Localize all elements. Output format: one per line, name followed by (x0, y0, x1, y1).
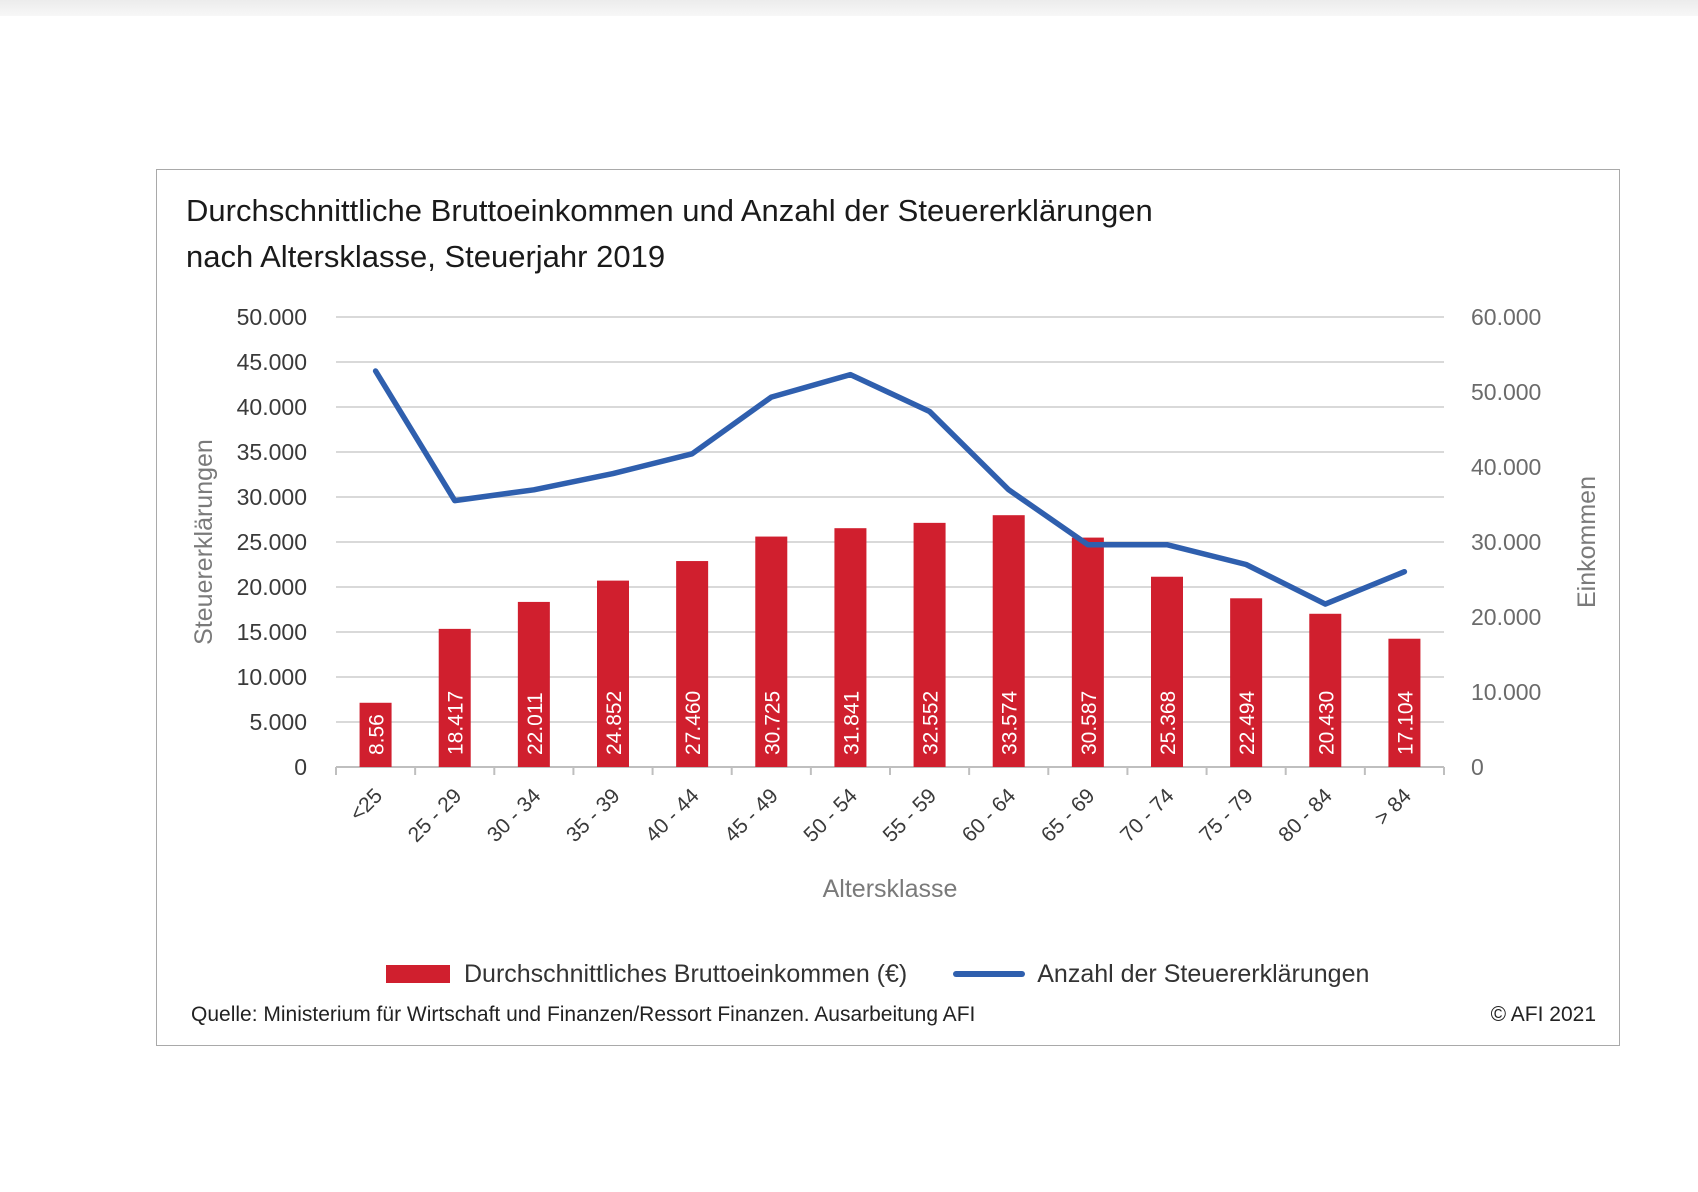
bar (1388, 638, 1421, 767)
x-axis-title: Altersklasse (823, 875, 958, 903)
chart-legend: Durchschnittliches Bruttoeinkommen (€) A… (386, 956, 1369, 992)
x-axis-category-label: 30 - 34 (483, 784, 546, 847)
bar-data-label: 30.587 (1078, 691, 1101, 755)
legend-line-swatch (953, 971, 1026, 977)
left-axis-tick: 10.000 (237, 664, 307, 690)
line-series (372, 368, 1408, 607)
x-axis-category-label: 75 - 79 (1195, 784, 1258, 847)
bar (597, 580, 629, 767)
right-axis-tick: 20.000 (1471, 604, 1541, 630)
chart-frame (156, 169, 1620, 1046)
x-axis-category-label: 70 - 74 (1116, 784, 1179, 847)
x-axis-category-label: 50 - 54 (799, 784, 862, 847)
x-axis-category-label: 35 - 39 (562, 784, 625, 847)
right-axis-tick: 40.000 (1471, 454, 1541, 480)
right-axis-tick: 50.000 (1471, 379, 1541, 405)
source-note: Quelle: Ministerium für Wirtschaft und F… (191, 1003, 976, 1026)
bar-data-label: 24.852 (603, 691, 626, 755)
left-axis-tick: 15.000 (237, 619, 307, 645)
bar (359, 702, 392, 767)
x-axis-category-label: 80 - 84 (1274, 784, 1337, 847)
bar (755, 536, 788, 767)
left-axis-title: Steuererklärungen (190, 439, 218, 645)
left-axis-tick: 50.000 (237, 304, 307, 330)
left-axis-tick: 45.000 (237, 349, 307, 375)
x-axis-category-label: > 84 (1370, 784, 1416, 830)
bar (1309, 613, 1342, 767)
right-axis-title: Einkommen (1573, 476, 1601, 608)
x-axis-category-label: <25 (346, 784, 387, 825)
legend-line-label: Anzahl der Steuererklärungen (1037, 959, 1370, 988)
chart-title: Durchschnittliche Bruttoeinkommen und An… (186, 188, 1386, 280)
copyright-note: © AFI 2021 (1490, 1003, 1596, 1026)
bar-data-label: 31.841 (840, 691, 863, 755)
bar (992, 515, 1025, 767)
bar-data-label: 27.460 (682, 691, 705, 755)
bar (1071, 537, 1104, 767)
right-axis-tick: 0 (1471, 754, 1484, 780)
bar-data-label: 22.011 (524, 692, 547, 755)
bar (676, 561, 709, 767)
bar (913, 522, 946, 767)
bar-data-label: 30.725 (761, 691, 784, 755)
right-axis-tick: 30.000 (1471, 529, 1541, 555)
left-axis-tick: 35.000 (237, 439, 307, 465)
left-axis-tick: 20.000 (237, 574, 307, 600)
x-axis-category-label: 65 - 69 (1037, 784, 1100, 847)
left-axis-tick: 30.000 (237, 484, 307, 510)
x-axis-category-label: 45 - 49 (720, 784, 783, 847)
legend-bar-label: Durchschnittliches Bruttoeinkommen (€) (464, 959, 908, 988)
left-axis-tick: 5.000 (249, 709, 307, 735)
x-axis-category-label: 60 - 64 (958, 784, 1021, 847)
bar-data-label: 25.368 (1157, 691, 1180, 755)
left-axis-tick: 40.000 (237, 394, 307, 420)
bar (1151, 576, 1183, 767)
bar-data-label: 8.56 (366, 714, 389, 755)
window-top-strip (0, 0, 1698, 16)
legend-bar-swatch (386, 965, 450, 983)
bar-data-label: 18.417 (445, 691, 468, 755)
bar-data-label: 17.104 (1394, 690, 1417, 755)
bar-data-label: 22.494 (1236, 690, 1259, 755)
chart-title-line-2: nach Altersklasse, Steuerjahr 2019 (186, 239, 666, 274)
bar-data-label: 32.552 (920, 691, 943, 755)
bar-data-label: 20.430 (1315, 691, 1338, 755)
x-axis-category-label: 25 - 29 (404, 784, 467, 847)
x-axis-category-label: 40 - 44 (641, 784, 704, 847)
bar (834, 528, 867, 767)
bar (438, 628, 471, 767)
bar (1230, 598, 1263, 767)
left-axis-tick: 25.000 (237, 529, 307, 555)
x-axis-category-label: 55 - 59 (879, 784, 942, 847)
right-axis-tick: 60.000 (1471, 304, 1541, 330)
bar (517, 601, 550, 767)
right-axis-tick: 10.000 (1471, 679, 1541, 705)
left-axis-tick: 0 (294, 754, 307, 780)
bar-data-label: 33.574 (999, 690, 1022, 755)
chart-title-line-1: Durchschnittliche Bruttoeinkommen und An… (186, 193, 1153, 228)
